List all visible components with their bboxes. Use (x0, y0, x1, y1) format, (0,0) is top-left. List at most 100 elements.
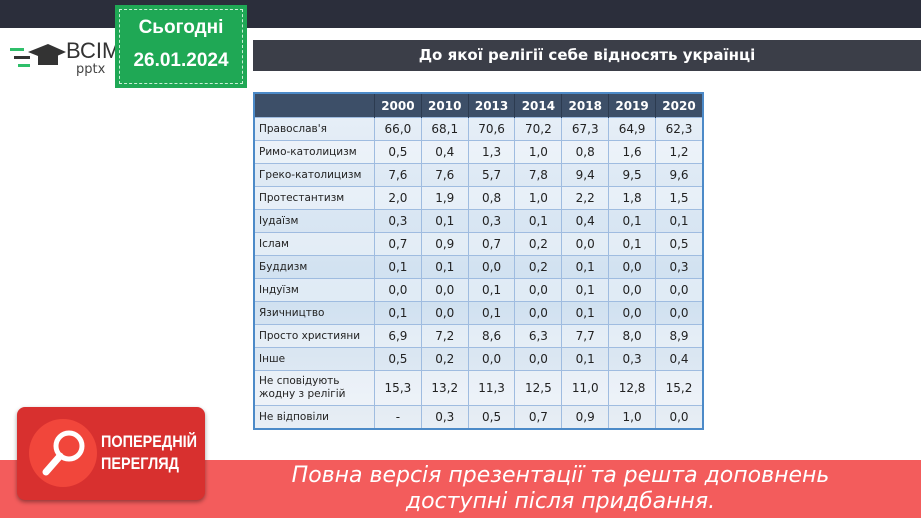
table-cell: 0,1 (374, 255, 422, 279)
table-cell: 9,5 (608, 163, 656, 187)
table-cell: 11,3 (467, 370, 516, 406)
column-header: 2000 (374, 93, 422, 118)
date-box: Сьогодні 26.01.2024 (115, 5, 247, 88)
table-cell: 7,2 (420, 324, 469, 348)
row-label: Іслам (253, 232, 375, 256)
row-label: Не відповіли (253, 405, 375, 430)
table-cell: 0,0 (514, 301, 563, 325)
row-label: Інше (253, 347, 375, 371)
table-cell: 0,2 (514, 232, 563, 256)
logo-brand: ВСІМ (66, 38, 121, 63)
table-cell: 0,9 (420, 232, 469, 256)
table-row: Протестантизм 2,0 1,9 0,8 1,0 2,2 1,8 1,5 (253, 186, 704, 210)
table-row: Іудаїзм 0,3 0,1 0,3 0,1 0,4 0,1 0,1 (253, 209, 704, 233)
row-label: Греко-католицизм (253, 163, 375, 187)
table-cell: 0,1 (467, 278, 516, 302)
row-label: Православ'я (253, 117, 375, 141)
column-header: 2018 (561, 93, 609, 118)
table-cell: 0,2 (420, 347, 469, 371)
table-cell: 2,2 (561, 186, 610, 210)
table-cell: 7,7 (561, 324, 610, 348)
table-cell: 0,4 (654, 347, 704, 371)
table-cell: 1,5 (654, 186, 704, 210)
table-cell: 0,0 (514, 278, 563, 302)
table-cell: 0,3 (374, 209, 422, 233)
table-cell: 0,5 (374, 140, 422, 164)
table-cell: 64,9 (608, 117, 656, 141)
table-cell: 0,9 (561, 405, 610, 430)
row-label: Римо-католицизм (253, 140, 375, 164)
banner-line2: доступні після придбання. (405, 489, 716, 514)
table-cell: 15,3 (374, 370, 422, 406)
table-cell: - (374, 405, 422, 430)
table-cell: 0,0 (467, 255, 516, 279)
table-cell: 0,4 (420, 140, 469, 164)
table-cell: 0,1 (654, 209, 704, 233)
religion-table: 2000 2010 2013 2014 2018 2019 2020 Православ'я 6… (253, 92, 704, 430)
table-cell: 0,7 (514, 405, 563, 430)
table-cell: 0,0 (374, 278, 422, 302)
table-cell: 66,0 (374, 117, 422, 141)
table-row: Греко-католицизм 7,6 7,6 5,7 7,8 9,4 9,5 9,6 (253, 163, 704, 187)
table-cell: 67,3 (561, 117, 610, 141)
column-header: 2014 (514, 93, 562, 118)
table-cell: 0,2 (514, 255, 563, 279)
table-cell: 0,8 (467, 186, 516, 210)
table-cell: 0,3 (654, 255, 704, 279)
table-cell: 8,0 (608, 324, 656, 348)
column-header: 2020 (654, 93, 703, 118)
table-cell: 12,5 (514, 370, 563, 406)
row-label: Іудаїзм (253, 209, 375, 233)
table-cell: 0,1 (374, 301, 422, 325)
table-cell: 0,0 (654, 301, 704, 325)
table-cell: 0,1 (608, 232, 656, 256)
badge-line1: ПОПЕРЕДНІЙ (101, 432, 198, 451)
table-cell: 70,6 (467, 117, 516, 141)
column-header: 2010 (420, 93, 469, 118)
table-cell: 0,1 (608, 209, 656, 233)
badge-line2: ПЕРЕГЛЯД (101, 454, 179, 473)
table-cell: 15,2 (654, 370, 704, 406)
column-header (253, 93, 375, 118)
table-cell: 0,0 (654, 278, 704, 302)
table-cell: 9,4 (561, 163, 610, 187)
table-cell: 0,1 (561, 301, 610, 325)
table-cell: 1,9 (420, 186, 469, 210)
table-cell: 0,1 (467, 301, 516, 325)
table-cell: 13,2 (420, 370, 469, 406)
table-cell: 0,1 (561, 347, 610, 371)
table-cell: 0,0 (420, 278, 469, 302)
row-label: Індуїзм (253, 278, 375, 302)
table-cell: 0,0 (514, 347, 563, 371)
table-cell: 0,1 (561, 278, 610, 302)
graduation-cap-icon (10, 44, 66, 67)
table-cell: 0,5 (654, 232, 704, 256)
table-cell: 2,0 (374, 186, 422, 210)
table-row: Індуїзм 0,0 0,0 0,1 0,0 0,1 0,0 0,0 (253, 278, 704, 302)
table-cell: 7,6 (420, 163, 469, 187)
table-cell: 6,9 (374, 324, 422, 348)
date-value: 26.01.2024 (133, 50, 229, 71)
table-cell: 0,0 (608, 255, 656, 279)
row-label: Протестантизм (253, 186, 375, 210)
table-cell: 62,3 (654, 117, 704, 141)
table-cell: 0,7 (374, 232, 422, 256)
table-cell: 70,2 (514, 117, 563, 141)
magnifier-icon (29, 419, 97, 487)
preview-badge[interactable]: ПОПЕРЕДНІЙ ПЕРЕГЛЯД (17, 407, 205, 500)
table-cell: 0,3 (467, 209, 516, 233)
table-cell: 8,9 (654, 324, 704, 348)
logo: ВСІМ pptx (8, 38, 121, 78)
table-cell: 1,0 (514, 186, 563, 210)
table-cell: 1,8 (608, 186, 656, 210)
table-row: Язичництво 0,1 0,0 0,1 0,0 0,1 0,0 0,0 (253, 301, 704, 325)
table-cell: 9,6 (654, 163, 704, 187)
table-cell: 1,2 (654, 140, 704, 164)
table-cell: 7,8 (514, 163, 563, 187)
table-cell: 0,1 (420, 255, 469, 279)
table-cell: 1,0 (608, 405, 656, 430)
table-cell: 0,1 (420, 209, 469, 233)
table-cell: 0,8 (561, 140, 610, 164)
table-row: Іслам 0,7 0,9 0,7 0,2 0,0 0,1 0,5 (253, 232, 704, 256)
table-cell: 11,0 (561, 370, 610, 406)
